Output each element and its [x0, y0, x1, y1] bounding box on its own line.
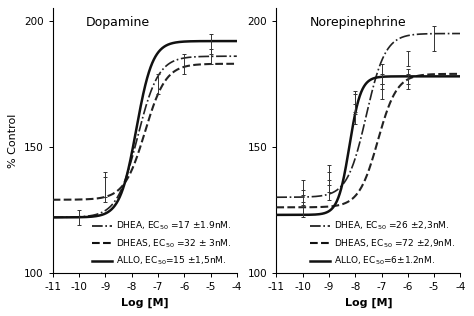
Y-axis label: % Control: % Control — [9, 113, 18, 168]
Text: Norepinephrine: Norepinephrine — [310, 16, 406, 29]
X-axis label: Log [M]: Log [M] — [121, 297, 169, 308]
X-axis label: Log [M]: Log [M] — [345, 297, 392, 308]
Legend: DHEA, EC$_{50}$ =26 ±2,3nM., DHEAS, EC$_{50}$ =72 ±2,9nM., ALLO, EC$_{50}$=6±1.2: DHEA, EC$_{50}$ =26 ±2,3nM., DHEAS, EC$_… — [310, 219, 456, 268]
Text: Dopamine: Dopamine — [86, 16, 150, 29]
Legend: DHEA, EC$_{50}$ =17 ±1.9nM., DHEAS, EC$_{50}$ =32 ± 3nM., ALLO, EC$_{50}$=15 ±1,: DHEA, EC$_{50}$ =17 ±1.9nM., DHEAS, EC$_… — [91, 219, 232, 268]
